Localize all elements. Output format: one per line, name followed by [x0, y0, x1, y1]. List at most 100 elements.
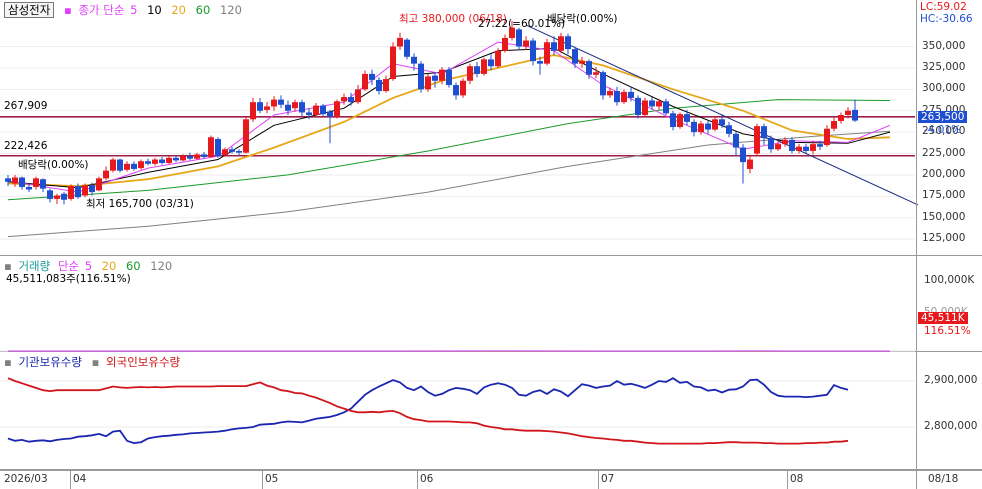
volume-title[interactable]: 거래량: [18, 259, 51, 273]
price-candle: [796, 146, 802, 151]
price-tick-label: 175,000: [922, 189, 966, 202]
price-candle: [551, 42, 557, 51]
price-candle: [187, 156, 193, 159]
volume-ma60[interactable]: 60: [125, 259, 141, 273]
price-candle: [824, 128, 830, 145]
price-candle: [544, 42, 550, 64]
price-candle: [782, 139, 788, 145]
volume-legend: ▪ 거래량 단순 5 20 60 120: [4, 258, 178, 274]
price-candle: [425, 76, 431, 90]
price-candle: [775, 144, 781, 150]
legend-ma-label[interactable]: 종가 단순: [78, 3, 125, 17]
price-candle: [404, 39, 410, 57]
price-candle: [453, 85, 459, 96]
price-chart-pane[interactable]: 삼성전자 ▪ 종가 단순 5 10 20 60 120 LC:59.02 HC:…: [0, 0, 982, 256]
holdings-axis-separator: [916, 352, 917, 469]
legend-foreign[interactable]: 외국인보유수량: [106, 355, 181, 369]
time-separator: [598, 471, 599, 489]
price-candle: [803, 146, 809, 151]
volume-ma120[interactable]: 120: [150, 259, 173, 273]
time-separator: [916, 471, 917, 489]
legend-ma60[interactable]: 60: [195, 3, 211, 17]
price-candle: [362, 73, 368, 90]
legend-ma120[interactable]: 120: [219, 3, 242, 17]
price-candle: [502, 37, 508, 51]
volume-chart[interactable]: [0, 256, 982, 352]
price-candle: [467, 66, 473, 81]
price-candle: [684, 114, 690, 122]
stock-name[interactable]: 삼성전자: [4, 2, 55, 18]
legend-ma5[interactable]: 5: [130, 3, 138, 17]
institution-holdings-line: [7, 377, 849, 445]
price-tick-label: 150,000: [922, 210, 966, 223]
lc-readout: LC:59.02: [920, 1, 967, 13]
price-candle: [152, 159, 158, 164]
holdings-chart-pane[interactable]: ▪ 기관보유수량 ▪ 외국인보유수량 2,900,000 2,800,000: [0, 352, 982, 470]
time-label-may: 05: [265, 473, 279, 485]
price-candle: [761, 126, 767, 139]
holdings-axis-mid: 2,800,000: [924, 420, 978, 432]
volume-ma5[interactable]: 5: [84, 259, 93, 273]
price-candle: [5, 178, 11, 182]
time-label-start: 2026/03: [4, 473, 48, 485]
price-candle: [390, 46, 396, 80]
price-candle: [670, 113, 676, 128]
dividend-top-annotation: 배당락(0.00%): [547, 13, 618, 25]
price-candle: [173, 157, 179, 161]
price-candle: [131, 163, 137, 169]
legend-ma10[interactable]: 10: [147, 3, 162, 17]
price-candle: [278, 99, 284, 105]
time-separator: [70, 471, 71, 489]
time-separator: [417, 471, 418, 489]
price-candle: [789, 139, 795, 151]
high-annotation: 최고 380,000 (06/18): [399, 13, 507, 25]
legend-institution[interactable]: 기관보유수량: [18, 355, 82, 369]
price-candle: [488, 59, 494, 67]
price-candle: [306, 112, 312, 116]
volume-chart-pane[interactable]: ▪ 거래량 단순 5 20 60 120 45,511,083주(116.51%…: [0, 256, 982, 352]
price-candle: [439, 69, 445, 81]
price-candle: [159, 159, 165, 163]
price-candle: [530, 40, 536, 62]
price-tick-label: 200,000: [922, 167, 966, 180]
time-label-jun: 06: [420, 473, 434, 485]
price-candle: [621, 91, 627, 103]
legend-square-icon: ▪: [4, 355, 12, 369]
time-label-apr: 04: [73, 473, 87, 485]
volume-axis-top: 100,000K: [924, 274, 975, 286]
price-candle: [68, 186, 74, 199]
time-axis[interactable]: 2026/03 04 05 06 07 08 08/18: [0, 470, 982, 489]
dividend-left-annotation: 배당락(0.00%): [18, 159, 89, 171]
foreign-holdings-line: [7, 377, 849, 445]
price-candle: [586, 61, 592, 75]
legend-ma20[interactable]: 20: [171, 3, 186, 17]
price-candle: [614, 91, 620, 103]
volume-ma20[interactable]: 20: [101, 259, 117, 273]
price-candle: [656, 101, 662, 107]
price-candle: [320, 105, 326, 115]
price-candle: [572, 49, 578, 64]
price-candle: [208, 137, 214, 157]
price-chart[interactable]: [0, 0, 982, 256]
price-candle: [754, 126, 760, 154]
price-candle: [397, 37, 403, 47]
price-candle: [12, 177, 18, 184]
price-candle: [740, 147, 746, 163]
price-candle: [285, 104, 291, 111]
holdings-legend: ▪ 기관보유수량 ▪ 외국인보유수량: [4, 354, 186, 370]
price-candle: [635, 97, 641, 116]
volume-ma-label[interactable]: 단순: [57, 259, 80, 273]
price-candle: [537, 61, 543, 64]
holdings-axis-top: 2,900,000: [924, 374, 978, 386]
price-candle: [96, 178, 102, 191]
price-candle: [852, 109, 858, 121]
holdings-chart[interactable]: [0, 352, 982, 470]
price-candle: [61, 193, 67, 200]
price-ma5-line: [7, 41, 891, 193]
price-candle: [642, 100, 648, 116]
price-candle: [593, 72, 599, 75]
price-candle: [145, 161, 151, 164]
price-candle: [19, 177, 25, 187]
volume-ratio: 116.51%: [924, 325, 971, 337]
price-candle: [236, 150, 242, 153]
